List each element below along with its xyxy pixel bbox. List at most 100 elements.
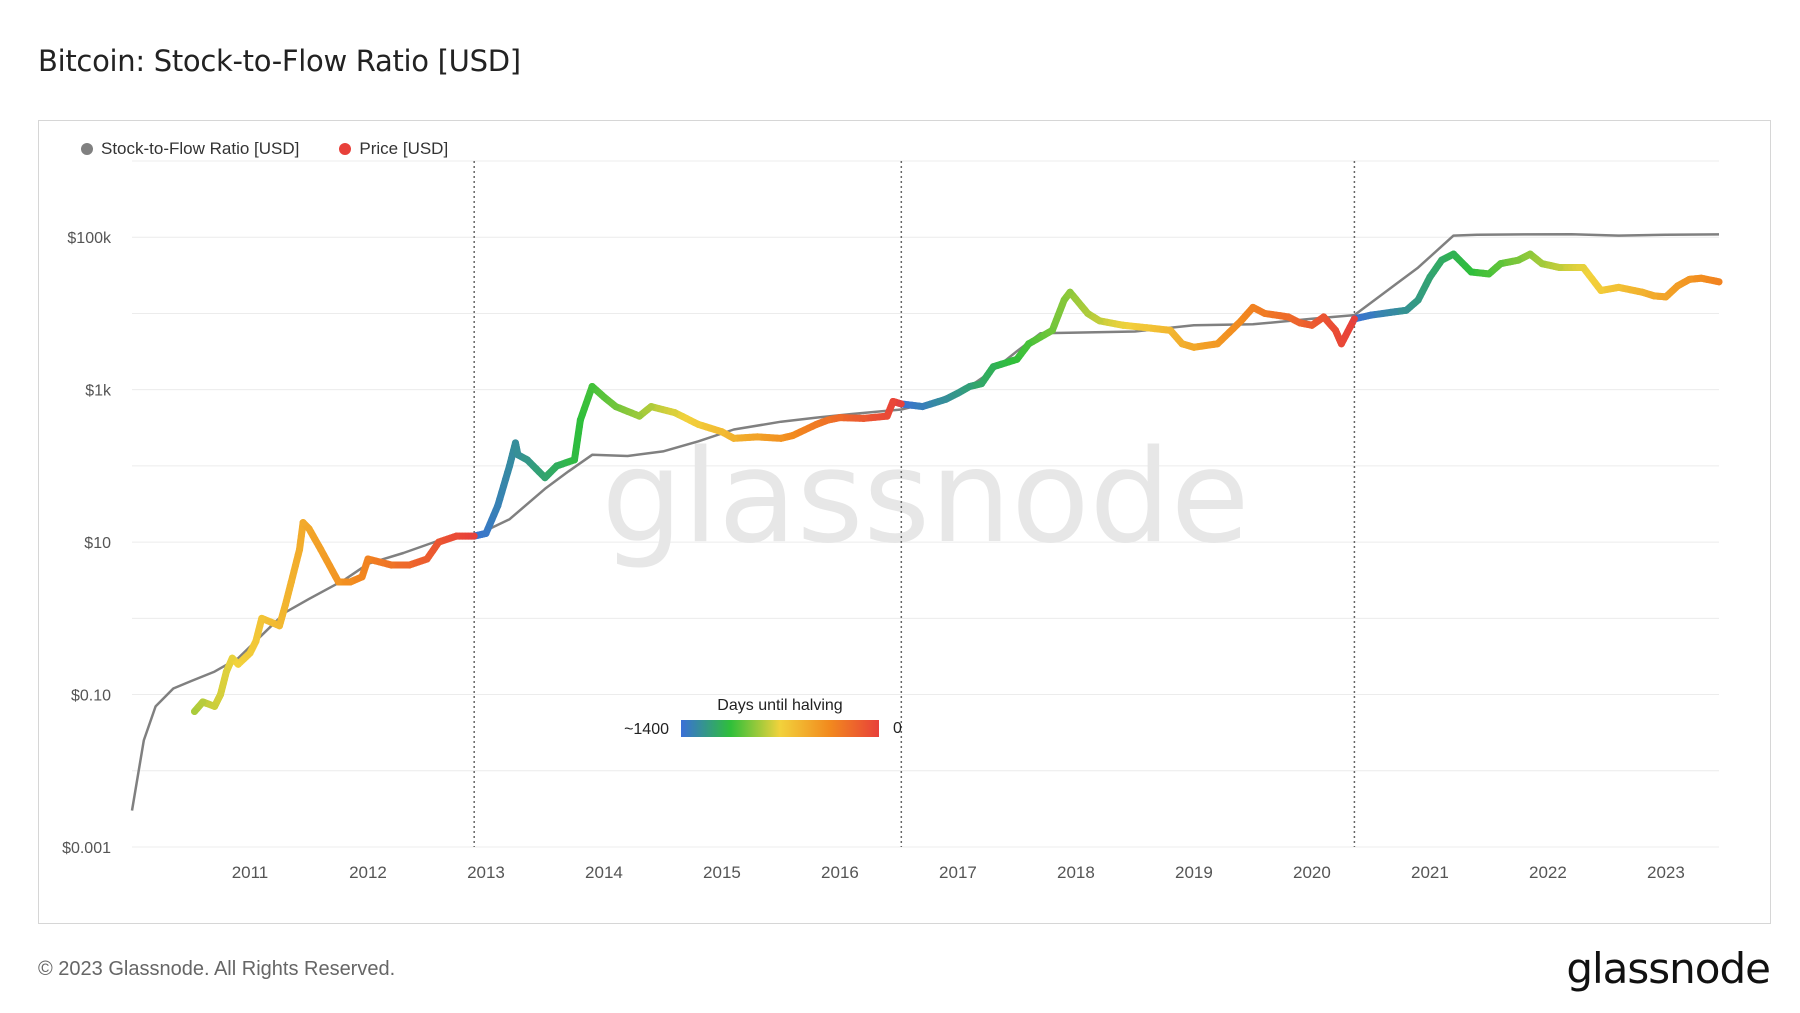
price-point [1526, 250, 1534, 258]
legend-label-stock-to-flow: Stock-to-Flow Ratio [USD] [101, 139, 300, 158]
chart-panel: $100k $1k $10 $0.10 $0.001 2011 2012 2013 2014 20… [38, 120, 1771, 924]
glassnode-logo[interactable]: glassnode [1566, 944, 1771, 993]
price-point [1597, 286, 1605, 294]
legend-swatch-price [339, 143, 352, 155]
price-point [211, 702, 219, 710]
price-point [647, 403, 655, 411]
price-point [1320, 313, 1328, 321]
price-point [346, 578, 354, 586]
price-point [1697, 274, 1705, 282]
y-tick-label: $100k [67, 230, 112, 247]
price-point [452, 532, 460, 540]
price-point [1514, 256, 1522, 264]
price-point [191, 707, 199, 715]
price-point [199, 698, 207, 706]
price-point [1013, 355, 1021, 363]
price-point [1638, 288, 1646, 296]
price-point [588, 383, 596, 391]
price-point [635, 412, 643, 420]
price-point [883, 412, 891, 420]
price-point [1615, 283, 1623, 291]
x-tick-label: 2017 [939, 863, 977, 882]
colorbar [681, 720, 879, 737]
price-point [989, 363, 997, 371]
price-point [541, 474, 549, 482]
price-point [1650, 292, 1658, 300]
y-tick-label: $10 [84, 535, 111, 552]
price-point [358, 573, 366, 581]
price-point [789, 432, 797, 440]
x-tick-label: 2011 [232, 863, 269, 882]
price-point [494, 502, 502, 510]
price-point [287, 578, 295, 586]
price-point [812, 420, 820, 428]
price-point [1332, 326, 1340, 334]
price-point [1084, 309, 1092, 317]
price-point [1308, 321, 1316, 329]
price-point [1414, 296, 1422, 304]
price-point [228, 654, 236, 662]
price-point [1438, 256, 1446, 264]
x-tick-label: 2015 [703, 863, 741, 882]
price-point [1178, 340, 1186, 348]
legend-item-price[interactable]: Price [USD] [339, 139, 448, 159]
chart-svg[interactable]: $100k $1k $10 $0.10 $0.001 2011 2012 2013 2014 20… [39, 121, 1772, 925]
price-point [889, 397, 897, 405]
price-point [730, 434, 738, 442]
price-point [954, 389, 962, 397]
price-point [1060, 296, 1068, 304]
price-point [1538, 260, 1546, 268]
price-point [1249, 303, 1257, 311]
price-point [1296, 319, 1304, 327]
y-tick-label: $0.001 [62, 840, 111, 857]
price-point [482, 529, 490, 537]
price-point [966, 383, 974, 391]
legend-item-stock-to-flow[interactable]: Stock-to-Flow Ratio [USD] [81, 139, 299, 159]
price-point [1485, 270, 1493, 278]
price-point [305, 525, 313, 533]
price-point [919, 403, 927, 411]
legend-swatch-stock-to-flow [81, 143, 93, 155]
chart-title: Bitcoin: Stock-to-Flow Ratio [USD] [38, 44, 521, 78]
price-point [1166, 326, 1174, 334]
price-point [1284, 313, 1292, 321]
price-point [334, 578, 342, 586]
legend: Stock-to-Flow Ratio [USD] Price [USD] [81, 139, 448, 159]
x-tick-label: 2023 [1647, 863, 1685, 882]
price-point [1337, 340, 1345, 348]
price-point [978, 380, 986, 388]
y-tick-label: $0.10 [71, 688, 111, 705]
price-point [1497, 260, 1505, 268]
price-point [296, 545, 304, 553]
price-point [281, 601, 289, 609]
watermark-text: glassnode [601, 423, 1249, 572]
price-point [514, 451, 522, 459]
price-point [718, 428, 726, 436]
copyright-text: © 2023 Glassnode. All Rights Reserved. [38, 958, 396, 980]
price-point [216, 691, 224, 699]
price-point [1715, 278, 1723, 286]
price-point [275, 622, 283, 630]
price-point [777, 434, 785, 442]
price-point [1367, 311, 1375, 319]
price-point [299, 519, 307, 527]
price-point [860, 414, 868, 422]
price-point [246, 649, 254, 657]
price-point [1579, 264, 1587, 272]
price-point [364, 555, 372, 563]
price-point [1426, 273, 1434, 281]
price-point [252, 637, 260, 645]
price-point [824, 416, 832, 424]
price-point [1391, 308, 1399, 316]
price-point [1450, 250, 1458, 258]
price-point [234, 660, 242, 668]
price-point [1261, 309, 1269, 317]
price-point [553, 462, 561, 470]
price-point [1686, 275, 1694, 283]
price-point [1190, 343, 1198, 351]
price-point [1143, 324, 1151, 332]
price-point [1467, 268, 1475, 276]
x-tick-label: 2021 [1411, 863, 1449, 882]
price-point [405, 561, 413, 569]
price-point [523, 456, 531, 464]
